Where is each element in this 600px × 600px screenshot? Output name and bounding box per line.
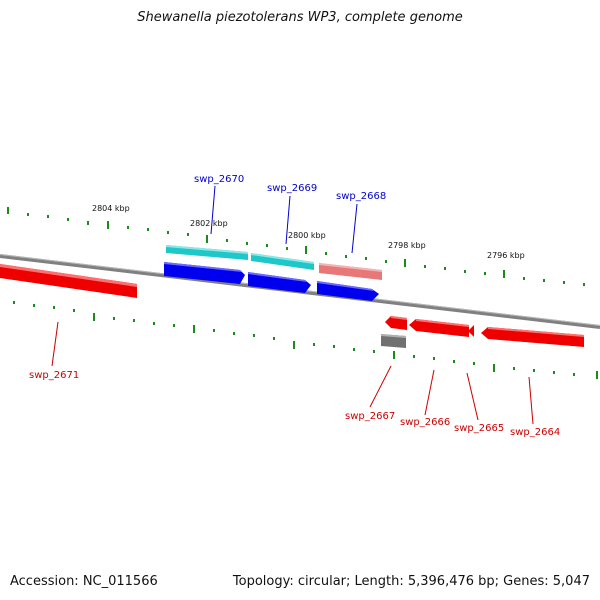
gene-feature-swp-2669[interactable] [248,253,314,293]
gene-feature-swp-2667[interactable] [381,316,407,348]
gene-label-swp-2667[interactable]: swp_2667 [345,411,395,422]
gene-feature-swp-2664[interactable] [481,327,584,347]
gene-feature-swp-2666[interactable] [409,319,469,337]
gene-label-swp-2666[interactable]: swp_2666 [400,417,450,428]
scale-label-2796: 2796 kbp [487,251,525,260]
gene-label-swp-2669[interactable]: swp_2669 [267,183,317,194]
gene-label-swp-2668[interactable]: swp_2668 [336,191,386,202]
scale-label-2802: 2802 kbp [190,219,228,228]
genome-summary: Topology: circular; Length: 5,396,476 bp… [232,574,590,589]
lower-scale-ticks [13,301,598,379]
gene-feature-swp-2665[interactable] [468,325,474,337]
top-leader-lines [210,185,358,254]
bottom-leader-lines [51,321,534,425]
accession-label: Accession: NC_011566 [10,574,158,589]
scale-label-2804: 2804 kbp [92,204,130,213]
scale-label-2800: 2800 kbp [288,231,326,240]
gene-label-swp-2670[interactable]: swp_2670 [194,174,244,185]
gene-feature-swp-2670[interactable] [164,245,248,284]
gene-label-swp-2664[interactable]: swp_2664 [510,427,560,438]
gene-feature-swp-2668[interactable] [317,263,382,301]
gene-label-swp-2665[interactable]: swp_2665 [454,423,504,434]
scale-label-2798: 2798 kbp [388,241,426,250]
gene-feature-swp-2671[interactable] [0,264,137,298]
genome-title: Shewanella piezotolerans WP3, complete g… [137,10,463,25]
gene-label-swp-2671[interactable]: swp_2671 [29,370,79,381]
upper-scale-ticks [7,207,585,286]
